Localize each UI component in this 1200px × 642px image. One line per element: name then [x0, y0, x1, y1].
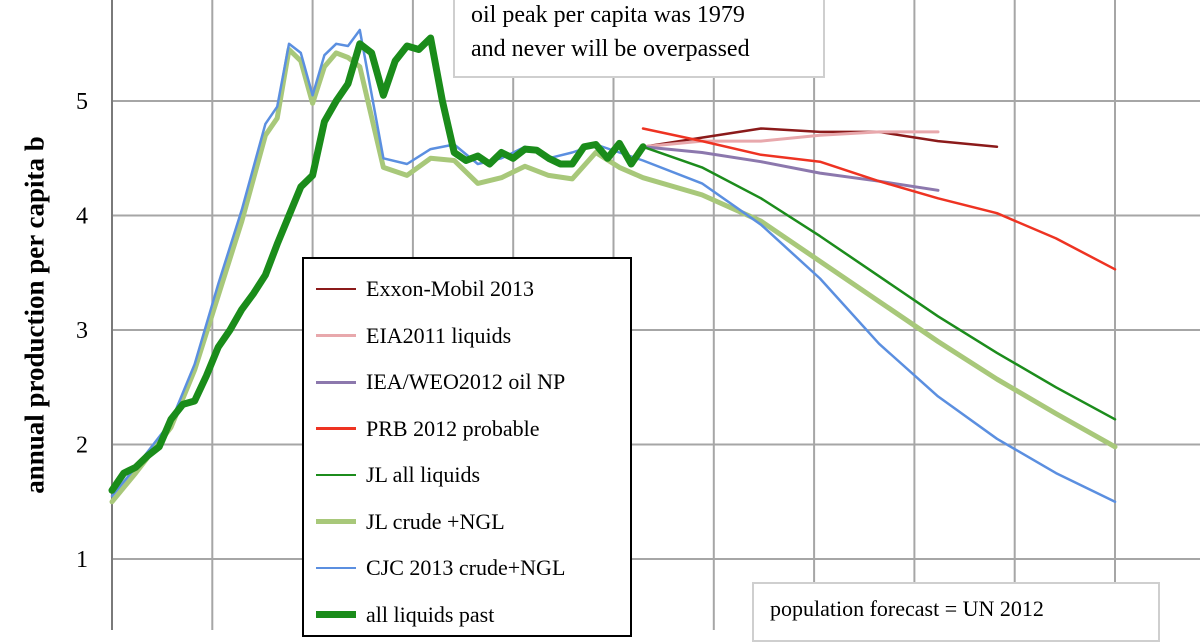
series-line-1 — [641, 130, 940, 149]
series-line-7 — [108, 34, 647, 494]
legend-swatch — [316, 566, 356, 570]
legend-swatch — [316, 519, 356, 524]
series-line-3 — [641, 127, 1117, 271]
legend-label: IEA/WEO2012 oil NP — [366, 369, 566, 394]
legend-swatch — [316, 611, 356, 618]
legend-label: Exxon-Mobil 2013 — [366, 276, 535, 301]
y-tick-label: 5 — [76, 89, 88, 115]
legend-item: IEA/WEO2012 oil NP — [316, 367, 565, 397]
annotation-peak-line-1: oil peak per capita was 1979 — [471, 2, 745, 28]
legend-label: all liquids past — [366, 601, 495, 627]
legend-item: EIA2011 liquids — [316, 321, 511, 351]
series-line-6 — [110, 28, 1117, 504]
series-lines — [108, 28, 1118, 505]
legend-item: PRB 2012 probable — [316, 414, 540, 444]
legend-swatch — [316, 473, 356, 477]
legend-item: JL crude +NGL — [316, 507, 505, 537]
legend-swatch — [316, 334, 356, 337]
legend-swatch — [316, 427, 356, 430]
legend-swatch — [316, 380, 356, 384]
grid-lines — [111, 0, 1200, 630]
y-axis-label: annual production per capita b — [19, 136, 50, 494]
annotation-peak-line-2: and never will be overpassed — [471, 36, 750, 62]
legend-item: Exxon-Mobil 2013 — [316, 274, 534, 304]
legend-label: JL all liquids — [366, 462, 481, 487]
legend-swatch — [316, 287, 356, 291]
y-tick-label: 1 — [76, 547, 88, 573]
series-line-5 — [109, 47, 1118, 505]
series-line-2 — [641, 145, 940, 192]
legend: Exxon-Mobil 2013 EIA2011 liquids IEA/WEO20… — [302, 257, 632, 637]
series-line-0 — [641, 127, 999, 149]
y-tick-label: 4 — [76, 204, 88, 230]
annotation-population-text: population forecast = UN 2012 — [770, 596, 1044, 621]
series-line-4 — [641, 145, 1117, 421]
legend-label: JL crude +NGL — [366, 508, 505, 534]
annotation-peak: oil peak per capita was 1979 and never w… — [453, 0, 825, 78]
annotation-population: population forecast = UN 2012 — [752, 582, 1160, 642]
y-tick-label: 3 — [76, 318, 88, 344]
legend-item: CJC 2013 crude+NGL — [316, 553, 565, 583]
legend-label: CJC 2013 crude+NGL — [366, 555, 566, 580]
legend-item: all liquids past — [316, 600, 494, 630]
legend-item: JL all liquids — [316, 460, 480, 490]
legend-label: EIA2011 liquids — [366, 322, 512, 348]
y-tick-label: 2 — [76, 433, 88, 459]
y-tick-labels: 1 2 3 4 5 — [76, 89, 88, 573]
y-axis-label-wrap: annual production per capita b — [18, 0, 52, 630]
legend-label: PRB 2012 probable — [366, 415, 540, 441]
